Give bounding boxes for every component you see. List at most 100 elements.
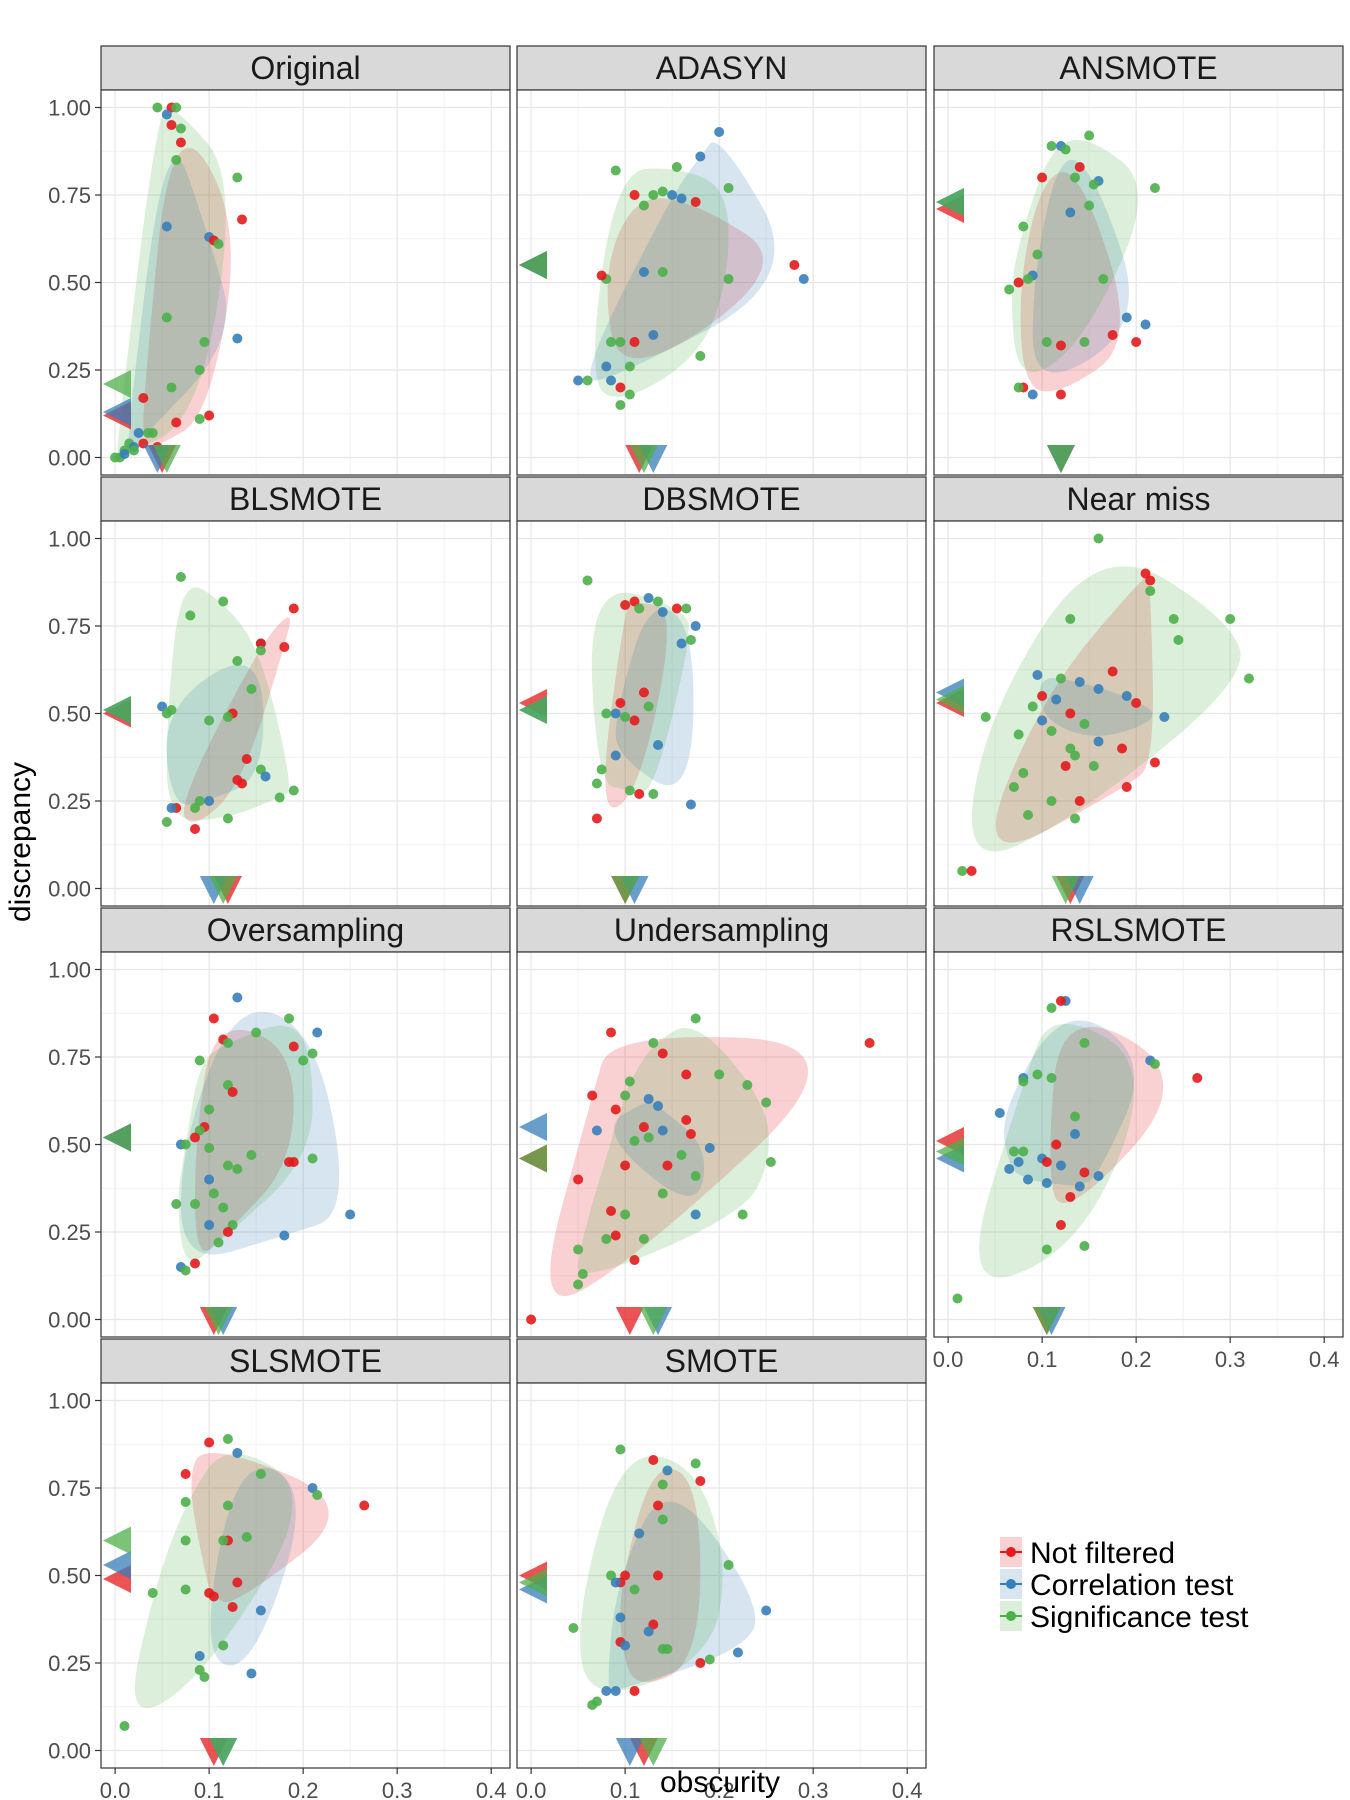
median-marker-x bbox=[209, 1738, 238, 1766]
panel-rslsmote: RSLSMOTE 0.0 0.1 0.2 0.3 0.4 bbox=[933, 907, 1344, 1372]
data-point bbox=[1088, 761, 1099, 771]
data-point bbox=[1018, 1146, 1029, 1157]
facet-strip bbox=[100, 45, 511, 91]
data-point bbox=[180, 1535, 191, 1546]
hull-green bbox=[580, 1455, 723, 1691]
data-point bbox=[643, 1132, 654, 1143]
data-point bbox=[606, 1206, 617, 1216]
data-point bbox=[119, 1721, 130, 1731]
facet-title: ANSMOTE bbox=[1059, 50, 1217, 86]
x-axis-title: obscurity bbox=[660, 1766, 780, 1799]
data-point bbox=[227, 1602, 238, 1612]
data-point bbox=[1074, 1181, 1085, 1192]
facet-title: SLSMOTE bbox=[229, 1343, 382, 1379]
data-point bbox=[695, 151, 706, 162]
panel-slsmote: SLSMOTE 0.00 0.25 0.50 0.75 1.00 0.0 0.1 0.2 0.3 0… bbox=[48, 1338, 511, 1800]
data-point bbox=[1145, 586, 1156, 596]
data-point bbox=[204, 1220, 215, 1230]
hull-blue bbox=[128, 159, 227, 451]
data-point bbox=[629, 1136, 640, 1146]
median-marker-x bbox=[639, 1738, 668, 1766]
data-point bbox=[657, 186, 668, 197]
facet-title: RSLSMOTE bbox=[1050, 912, 1226, 948]
data-point bbox=[204, 410, 215, 421]
data-point bbox=[1192, 1073, 1203, 1083]
data-point bbox=[255, 764, 266, 775]
data-point bbox=[1070, 750, 1081, 761]
data-point bbox=[994, 1108, 1005, 1118]
data-point bbox=[690, 621, 701, 631]
data-point bbox=[171, 102, 182, 113]
data-point bbox=[610, 1686, 621, 1696]
legend-key-point bbox=[1006, 1579, 1016, 1589]
data-point bbox=[1173, 635, 1184, 645]
panel-near-miss: Near miss bbox=[933, 476, 1344, 907]
data-point bbox=[643, 1094, 654, 1104]
data-point bbox=[742, 1080, 753, 1090]
data-point bbox=[966, 866, 977, 876]
data-point bbox=[1140, 568, 1151, 579]
data-point bbox=[638, 1234, 649, 1244]
data-point bbox=[657, 1644, 668, 1654]
data-point bbox=[582, 375, 593, 386]
data-point bbox=[1013, 277, 1024, 288]
data-point bbox=[723, 183, 734, 193]
data-point bbox=[714, 127, 725, 137]
data-point bbox=[591, 1696, 602, 1707]
hull-blue bbox=[166, 664, 264, 805]
data-point bbox=[653, 740, 664, 750]
data-point bbox=[128, 445, 139, 456]
data-point bbox=[190, 803, 201, 813]
data-point bbox=[255, 645, 266, 656]
data-point bbox=[690, 1013, 701, 1024]
data-point bbox=[634, 1528, 645, 1539]
data-point bbox=[1079, 1241, 1090, 1251]
data-point bbox=[1037, 691, 1048, 701]
data-point bbox=[222, 1227, 233, 1237]
data-point bbox=[1107, 330, 1118, 340]
data-point bbox=[1046, 1003, 1057, 1013]
data-point bbox=[1051, 1139, 1062, 1150]
median-marker-x bbox=[1046, 445, 1075, 473]
hull-layer bbox=[591, 592, 694, 808]
data-point bbox=[761, 1097, 772, 1108]
data-point bbox=[279, 642, 290, 652]
data-point bbox=[591, 778, 602, 789]
median-marker-y bbox=[103, 370, 131, 398]
data-point bbox=[1131, 698, 1142, 708]
data-point bbox=[1013, 382, 1024, 393]
data-point bbox=[190, 1132, 201, 1143]
data-point bbox=[213, 1237, 224, 1248]
data-point bbox=[1065, 1192, 1076, 1202]
data-point bbox=[161, 817, 172, 827]
data-point bbox=[629, 596, 640, 607]
data-point bbox=[1055, 1160, 1066, 1171]
data-point bbox=[1093, 533, 1104, 544]
data-point bbox=[1055, 1220, 1066, 1230]
data-point bbox=[648, 330, 659, 340]
data-point bbox=[218, 1535, 229, 1546]
hull-blue bbox=[590, 142, 775, 381]
hull-blue bbox=[1039, 678, 1153, 736]
data-point bbox=[110, 452, 121, 463]
data-point bbox=[798, 274, 809, 284]
data-point bbox=[737, 1209, 748, 1220]
data-point bbox=[653, 1570, 664, 1581]
panel-undersampling: Undersampling bbox=[516, 907, 927, 1338]
y-tick-label: 0.25 bbox=[48, 1651, 91, 1676]
data-point bbox=[1055, 673, 1066, 684]
data-point bbox=[952, 1293, 963, 1304]
data-point bbox=[1093, 736, 1104, 747]
data-point bbox=[218, 1202, 229, 1213]
data-point bbox=[601, 708, 612, 719]
data-point bbox=[157, 701, 168, 712]
hull-layer bbox=[971, 566, 1241, 852]
data-point bbox=[204, 796, 215, 806]
data-point bbox=[690, 1209, 701, 1220]
data-point bbox=[1149, 757, 1160, 768]
data-point bbox=[175, 123, 186, 134]
data-point bbox=[138, 393, 149, 403]
hull-blue bbox=[1003, 1020, 1135, 1186]
x-tick-label: 0.0 bbox=[933, 1347, 964, 1372]
data-point bbox=[190, 1199, 201, 1209]
